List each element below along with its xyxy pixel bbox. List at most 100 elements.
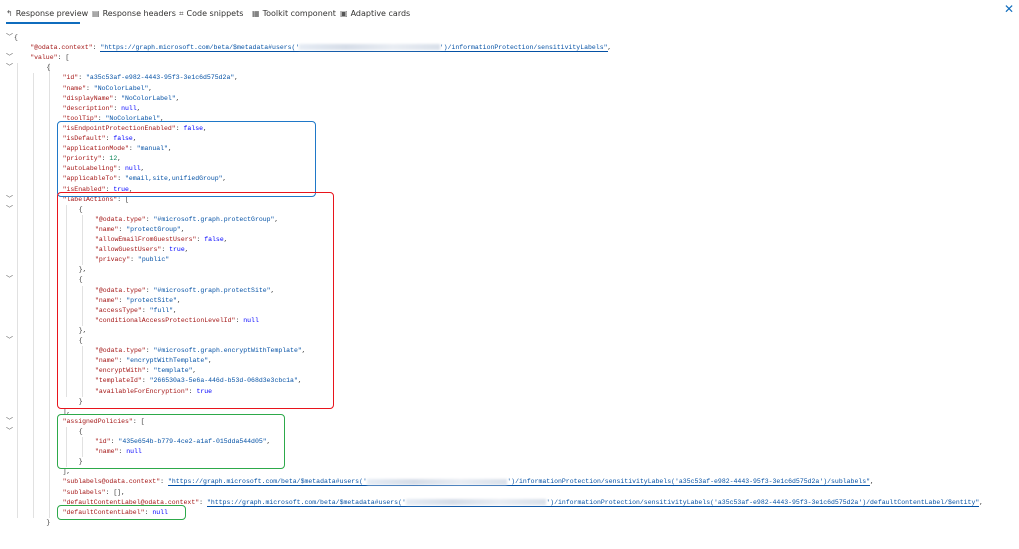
json-line: { <box>14 33 18 43</box>
json-line: "isDefault": false, <box>62 135 137 142</box>
indent-guide <box>49 63 51 518</box>
json-punctuation: , <box>173 306 177 314</box>
chevron-down-icon[interactable]: ﹀ <box>6 417 13 426</box>
json-value: "email,site,unifiedGroup" <box>125 175 223 183</box>
json-key: "allowGuestUsers" <box>95 246 162 254</box>
tab-label: Adaptive cards <box>350 9 411 18</box>
json-line: "sublabels@odata.context": "https://grap… <box>62 478 874 487</box>
json-punctuation: { <box>78 427 83 435</box>
tab-response-preview[interactable]: ↰ Response preview <box>6 9 88 18</box>
chevron-down-icon[interactable]: ﹀ <box>6 427 13 436</box>
json-value: "template" <box>153 367 193 375</box>
json-line: "@odata.type": "#microsoft.graph.protect… <box>95 215 279 223</box>
json-key: "id" <box>95 438 111 445</box>
code-icon: ⌗ <box>179 9 184 18</box>
json-line: "assignedPolicies": [ <box>62 417 145 425</box>
json-line: "privacy": "public" <box>95 256 170 264</box>
chevron-down-icon[interactable]: ﹀ <box>6 195 13 204</box>
json-value: true <box>113 185 129 193</box>
json-line: "displayName": "NoColorLabel", <box>62 94 180 102</box>
json-value: null <box>121 104 137 112</box>
tab-response-headers[interactable]: ▤ Response headers <box>92 9 176 18</box>
json-value: "NoColorLabel" <box>121 94 176 102</box>
json-line: "templateId": "266530a3-5e6a-446d-b53d-0… <box>95 377 302 385</box>
json-line: { <box>79 336 83 346</box>
json-punctuation: , <box>203 124 207 132</box>
json-line: } <box>79 397 83 407</box>
json-punctuation: , <box>192 367 197 375</box>
chevron-down-icon[interactable]: ﹀ <box>6 54 13 63</box>
json-line: "@odata.context": "https://graph.microso… <box>30 44 612 53</box>
close-icon[interactable]: ✕ <box>1004 2 1015 16</box>
json-value: "a35c53af-e982-4443-95f3-3e1c6d575d2a" <box>86 74 235 82</box>
json-punctuation: }, <box>78 266 87 274</box>
json-line: "name": "protectSite", <box>95 296 181 304</box>
indent-guide <box>33 73 35 518</box>
chevron-down-icon[interactable]: ﹀ <box>6 205 13 214</box>
tab-adaptive-cards[interactable]: ▣ Adaptive cards <box>340 9 410 18</box>
json-punctuation: { <box>78 205 83 213</box>
context-link[interactable]: "https://graph.microsoft.com/beta/$metad… <box>100 44 608 53</box>
chevron-down-icon[interactable]: ﹀ <box>6 337 13 345</box>
json-value: false <box>113 135 133 142</box>
json-line: "allowGuestUsers": true, <box>95 246 189 254</box>
json-key: "name" <box>62 84 86 92</box>
json-punctuation: , <box>266 438 271 445</box>
context-link[interactable]: "https://graph.microsoft.com/beta/$metad… <box>206 498 980 507</box>
json-punctuation: , <box>184 246 189 254</box>
json-value: false <box>183 124 204 132</box>
link-suffix: ')/informationProtection/sensitivityLabe… <box>439 44 604 52</box>
tab-label: Code snippets <box>186 9 244 18</box>
indent-guide <box>81 285 83 326</box>
json-value: "protectSite" <box>126 296 177 304</box>
json-punctuation: , <box>140 165 145 173</box>
json-key: "labelActions" <box>62 195 118 203</box>
card-icon: ▣ <box>340 9 348 18</box>
json-line: "defaultContentLabel": null <box>62 508 168 516</box>
context-link[interactable]: "https://graph.microsoft.com/beta/$metad… <box>167 478 871 487</box>
json-key: "isEnabled" <box>62 185 106 193</box>
json-value: false <box>204 236 224 243</box>
active-tab-indicator <box>6 22 80 24</box>
json-key: "name" <box>95 296 119 304</box>
chevron-down-icon[interactable]: ﹀ <box>6 34 13 42</box>
json-line: "name": "NoColorLabel", <box>62 84 153 92</box>
json-line: "defaultContentLabel@odata.context": "ht… <box>62 498 984 507</box>
json-punctuation: , <box>117 155 122 163</box>
json-key: "priority" <box>62 155 102 163</box>
json-punctuation: { <box>46 64 51 72</box>
redacted-user-id <box>299 44 440 51</box>
json-line: "labelActions": [ <box>62 195 129 203</box>
json-line: "id": "435e654b-b779-4ce2-a1af-015dda544… <box>95 438 271 445</box>
json-punctuation: , <box>270 286 275 294</box>
json-key: "toolTip" <box>62 114 98 122</box>
json-punctuation: } <box>46 518 51 526</box>
default-content-label-highlight <box>57 504 186 520</box>
chevron-down-icon[interactable]: ﹀ <box>6 64 13 73</box>
json-key: "@odata.type" <box>95 215 146 223</box>
json-punctuation: , <box>208 357 213 365</box>
json-punctuation: , <box>223 236 228 243</box>
json-value: "#microsoft.graph.encryptWithTemplate" <box>153 347 302 355</box>
json-punctuation: ], <box>62 407 71 415</box>
json-key: "@odata.context" <box>30 44 93 52</box>
json-value: "NoColorLabel" <box>93 84 149 92</box>
json-punctuation: , <box>297 377 302 385</box>
json-punctuation: , <box>979 498 984 506</box>
json-key: "name" <box>95 448 119 456</box>
json-line: "value": [ <box>30 54 70 62</box>
json-punctuation: , <box>607 44 612 52</box>
json-punctuation: , <box>222 175 227 183</box>
chevron-down-icon[interactable]: ﹀ <box>6 276 13 285</box>
json-line: } <box>46 518 50 528</box>
tab-code-snippets[interactable]: ⌗ Code snippets <box>179 9 243 19</box>
json-key: "sublabels" <box>62 488 106 496</box>
tab-toolkit-component[interactable]: ▦ Toolkit component <box>252 9 336 18</box>
indent-guide <box>65 426 67 468</box>
document-icon: ▤ <box>92 9 100 18</box>
json-key: "defaultContentLabel" <box>62 508 145 516</box>
json-key: "name" <box>95 225 119 233</box>
json-line: "encryptWith": "template", <box>95 367 197 375</box>
json-value: "#microsoft.graph.protectSite" <box>153 286 271 294</box>
tab-label: Toolkit component <box>262 9 336 18</box>
